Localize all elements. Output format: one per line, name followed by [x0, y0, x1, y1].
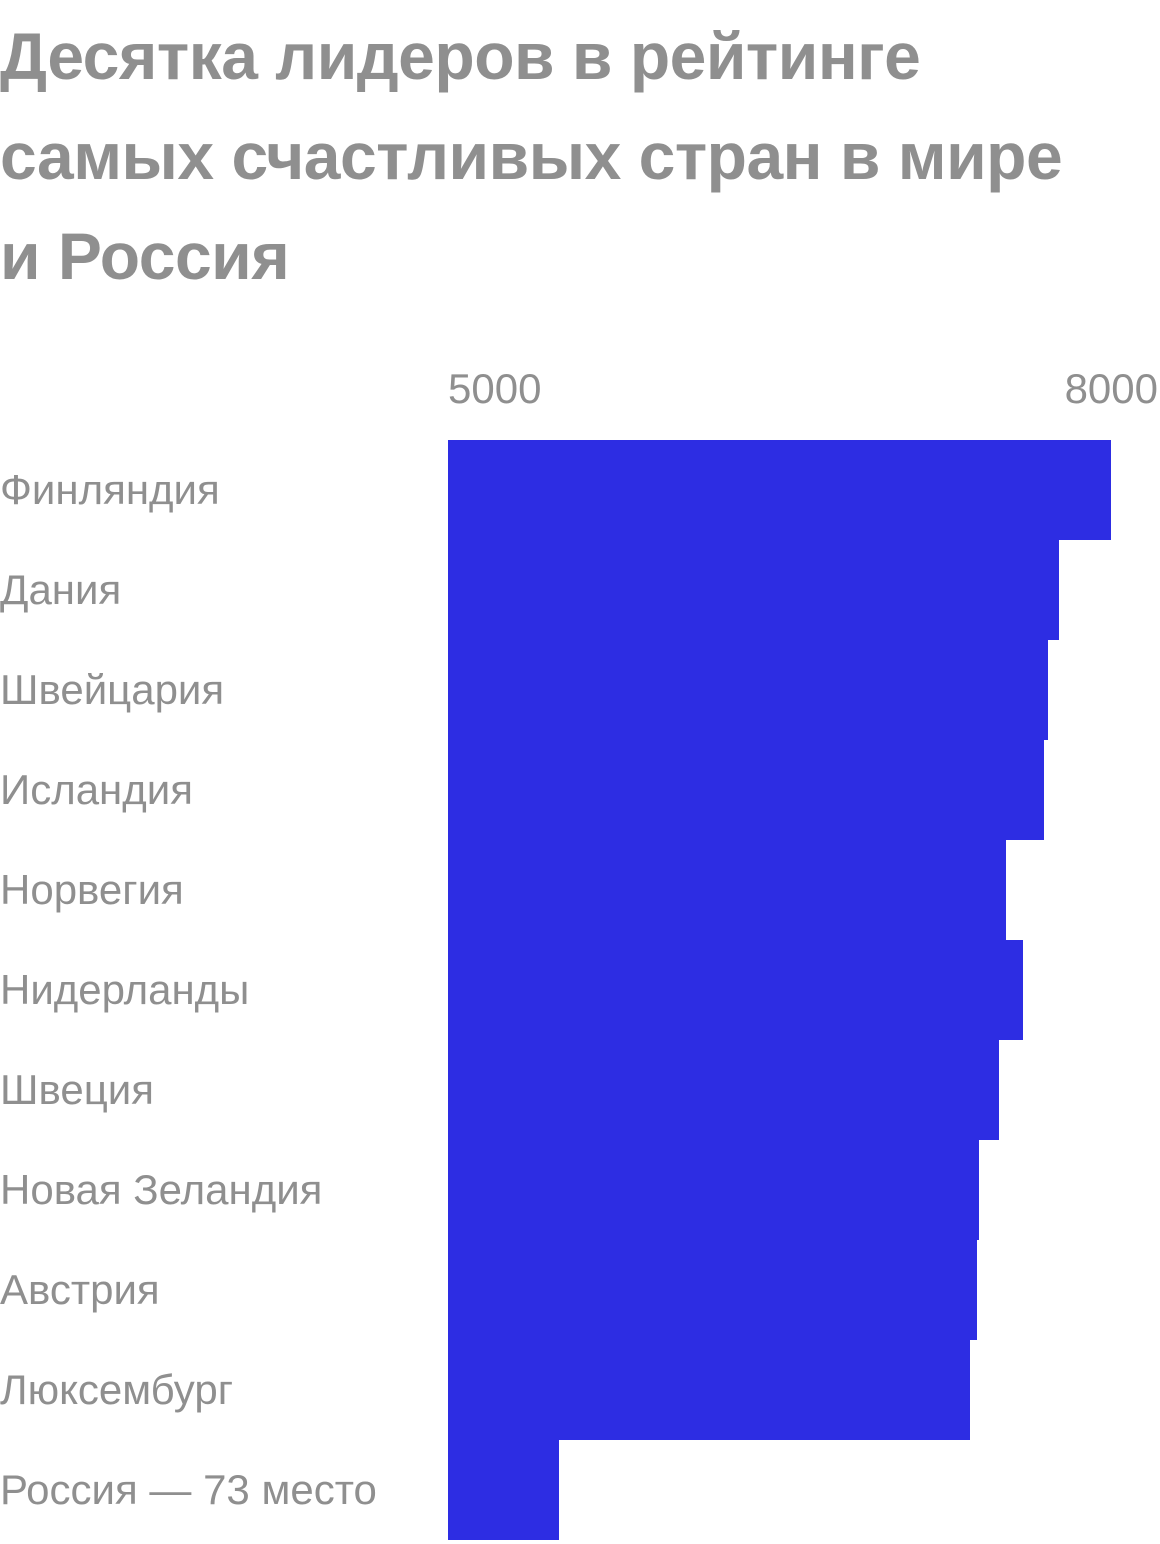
category-label-6: Швеция — [0, 1066, 154, 1113]
bar-7 — [448, 1140, 980, 1240]
bar-1 — [448, 540, 1060, 640]
category-label-5: Нидерланды — [0, 966, 250, 1013]
tick-label-8000: 8000 — [1064, 365, 1158, 412]
category-label-7: Новая Зеландия — [0, 1166, 323, 1213]
bar-5 — [448, 940, 1023, 1040]
bar-8 — [448, 1240, 978, 1340]
bar-0 — [448, 440, 1111, 540]
bar-9 — [448, 1340, 971, 1440]
chart-title-line-2: самых счастливых стран в мире — [0, 119, 1063, 193]
chart-title: Десятка лидеров в рейтинге самых счастли… — [0, 6, 1150, 306]
bar-3 — [448, 740, 1044, 840]
bar-6 — [448, 1040, 1000, 1140]
bar-2 — [448, 640, 1048, 740]
category-label-1: Дания — [0, 566, 122, 613]
category-label-8: Австрия — [0, 1266, 160, 1313]
tick-label-5000: 5000 — [448, 365, 542, 412]
category-label-2: Швейцария — [0, 666, 225, 713]
bar-10 — [448, 1440, 560, 1540]
category-label-0: Финляндия — [0, 466, 220, 513]
chart-title-line-1: Десятка лидеров в рейтинге — [0, 19, 921, 93]
chart-title-line-3: и Россия — [0, 219, 290, 293]
category-label-4: Норвегия — [0, 866, 184, 913]
category-label-9: Люксембург — [0, 1366, 234, 1413]
bar-4 — [448, 840, 1007, 940]
category-label-3: Исландия — [0, 766, 193, 813]
category-label-10: Россия — 73 место — [0, 1466, 377, 1513]
